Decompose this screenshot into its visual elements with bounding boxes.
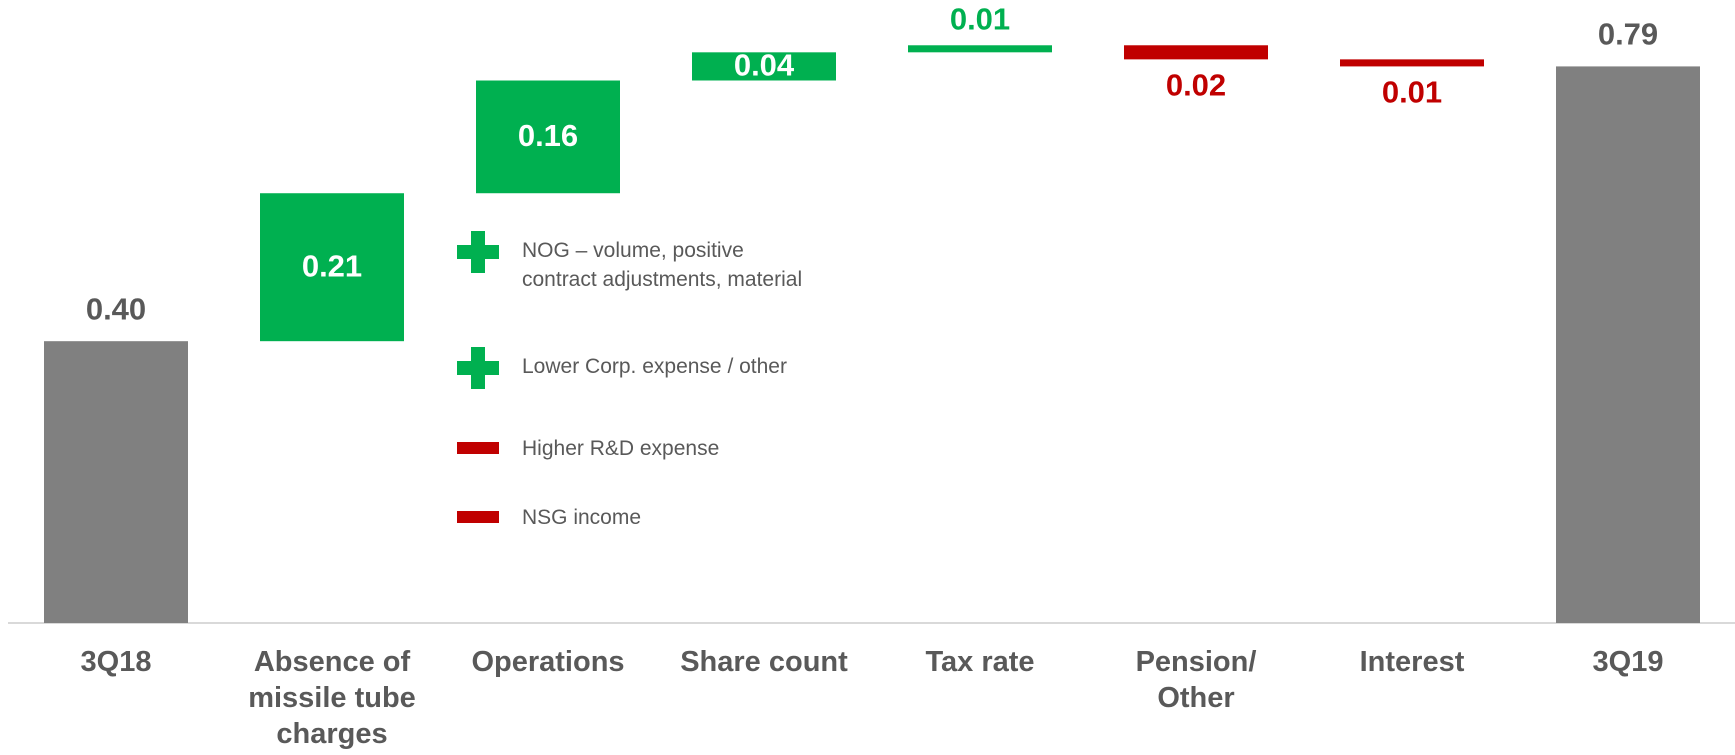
plus-icon bbox=[471, 231, 485, 273]
value-label: 0.21 bbox=[302, 248, 362, 283]
minus-icon bbox=[457, 442, 499, 454]
value-label: 0.79 bbox=[1598, 17, 1658, 52]
bar bbox=[1556, 66, 1700, 624]
value-label: 0.40 bbox=[86, 291, 146, 326]
value-label: 0.04 bbox=[734, 48, 795, 83]
minus-icon bbox=[457, 511, 499, 523]
bar bbox=[476, 80, 620, 194]
x-tick-label: 3Q18 bbox=[80, 646, 152, 678]
value-label: 0.02 bbox=[1166, 68, 1226, 103]
x-tick-label: 3Q19 bbox=[1592, 646, 1664, 678]
annotation: NOG – volume, positive contract adjustme… bbox=[522, 239, 803, 291]
x-tick-label: Absence of missile tube charges bbox=[248, 646, 416, 750]
x-tick-label: Share count bbox=[680, 646, 848, 678]
annotation: Higher R&D expense bbox=[522, 437, 720, 460]
value-label: 0.01 bbox=[1382, 75, 1442, 110]
bar bbox=[44, 341, 188, 623]
value-label: 0.16 bbox=[518, 118, 578, 153]
bar bbox=[260, 193, 404, 342]
plus-icon bbox=[471, 347, 485, 389]
x-tick-label: Pension/ Other bbox=[1135, 646, 1257, 714]
x-tick-label: Operations bbox=[471, 646, 625, 678]
bar bbox=[908, 45, 1052, 53]
bar bbox=[1124, 45, 1268, 60]
bar bbox=[1340, 59, 1484, 67]
bar bbox=[692, 52, 836, 81]
value-label: 0.01 bbox=[950, 1, 1010, 36]
x-tick-label: Tax rate bbox=[925, 646, 1035, 678]
annotation: Lower Corp. expense / other bbox=[522, 355, 787, 378]
x-tick-label: Interest bbox=[1359, 646, 1465, 678]
annotation: NSG income bbox=[522, 506, 642, 529]
